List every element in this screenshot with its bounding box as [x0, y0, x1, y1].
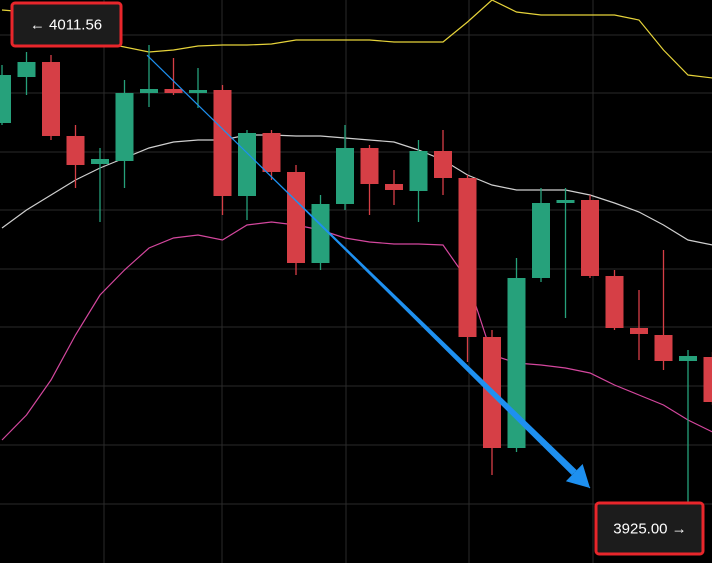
- candle-body: [311, 204, 330, 263]
- candle-body: [458, 178, 477, 337]
- candle-body: [0, 75, 11, 123]
- candle-body: [581, 200, 599, 276]
- price-label: 3925.00 →: [613, 520, 686, 537]
- candle-body: [703, 357, 712, 402]
- price-label-box: [594, 501, 705, 556]
- price-label-box: [10, 1, 123, 48]
- candle-body: [42, 62, 60, 136]
- candle-body: [654, 335, 673, 361]
- candle-body: [409, 151, 428, 191]
- candle-body: [532, 203, 550, 278]
- candle-body: [189, 90, 207, 93]
- candle-body: [17, 62, 36, 77]
- candle-body: [91, 159, 109, 164]
- candle-body: [213, 90, 232, 196]
- candle-body: [262, 133, 281, 172]
- candle-body: [287, 172, 305, 263]
- candle-body: [434, 151, 452, 178]
- candle-body: [605, 276, 624, 328]
- candle-body: [66, 136, 85, 165]
- candle-body: [679, 356, 697, 361]
- trend-line-thick: [225, 132, 577, 476]
- candle-body: [507, 278, 526, 448]
- candle-body: [630, 328, 648, 334]
- candle-body: [385, 184, 403, 190]
- candle-body: [164, 89, 183, 93]
- candle-body: [238, 133, 256, 196]
- candle-body: [336, 148, 354, 204]
- band-line: [1, 221, 712, 441]
- candle-body: [360, 148, 379, 184]
- candle-body: [556, 200, 575, 203]
- candle-body: [140, 89, 158, 93]
- price-label: ← 4011.56: [30, 16, 102, 33]
- candle-body: [115, 93, 134, 161]
- trend-arrowhead: [565, 464, 590, 488]
